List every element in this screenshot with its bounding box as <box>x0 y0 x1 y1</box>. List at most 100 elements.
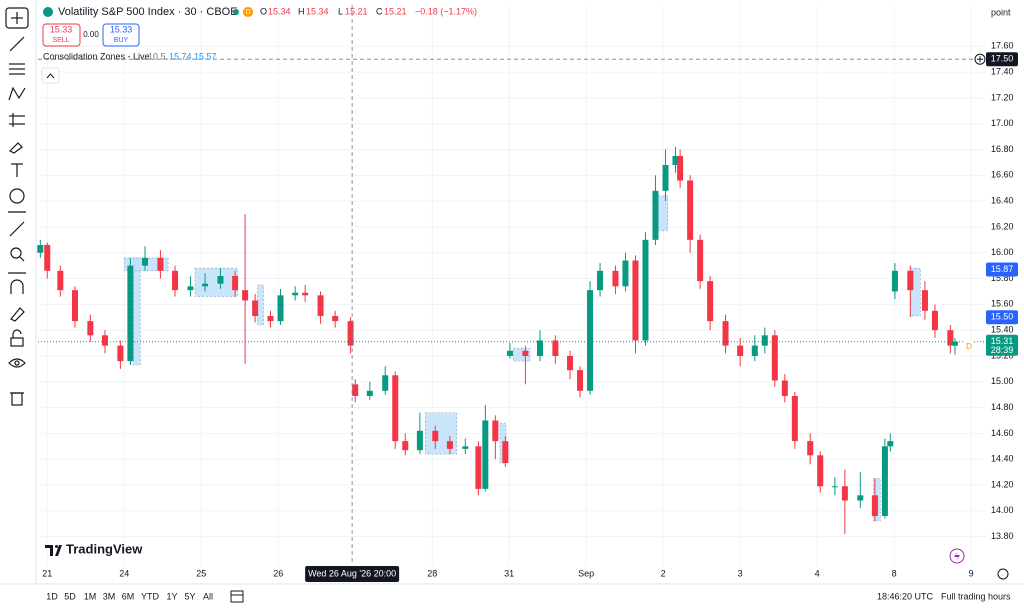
lock-tool[interactable] <box>10 329 24 347</box>
candle-body <box>522 350 529 356</box>
x-tick-label: 4 <box>815 568 820 578</box>
range-bar: 1D 5D 1M 3M 6M YTD 1Y 5Y All <box>46 591 213 601</box>
crosshair-price-tag <box>986 52 1018 67</box>
candle-body <box>697 239 704 282</box>
y-tick-label: 16.40 <box>991 196 1014 206</box>
price-change: −0.18 (−1.17%) <box>415 6 477 16</box>
candle-body <box>302 292 309 296</box>
y-tick-label: 17.40 <box>991 66 1014 76</box>
spread: 0.00 <box>83 30 99 39</box>
sell-button[interactable]: 15.33 SELL <box>42 23 81 47</box>
range-button[interactable]: 6M <box>122 591 135 601</box>
y-tick-label: 14.60 <box>991 428 1014 438</box>
price-tag <box>986 262 1018 277</box>
y-tick-label: 15.60 <box>991 299 1014 309</box>
candle-body <box>672 155 679 165</box>
candle-body <box>382 375 389 391</box>
brush-tool[interactable] <box>8 142 23 154</box>
logo[interactable]: TradingView <box>45 541 143 556</box>
buy-button[interactable]: 15.33 BUY <box>102 23 140 47</box>
candle-body <box>677 155 684 181</box>
range-button[interactable]: 5Y <box>184 591 195 601</box>
forecast-tool[interactable] <box>9 113 25 127</box>
price-tag-label: 15.87 <box>991 264 1014 274</box>
fib-tool[interactable] <box>9 63 25 75</box>
y-tick-label: 16.20 <box>991 221 1014 231</box>
candle-body <box>217 275 224 284</box>
clock[interactable]: 18:46:20 UTC <box>877 591 934 601</box>
y-tick-label: 15.40 <box>991 325 1014 335</box>
magnet-tool[interactable] <box>10 279 24 294</box>
pattern-tool[interactable] <box>8 86 26 101</box>
ohlc-value: 15.34 <box>306 6 329 16</box>
scale-mode[interactable]: point <box>991 7 1011 17</box>
y-tick-label: 17.00 <box>991 118 1014 128</box>
candle-body <box>232 275 239 291</box>
collapse-legend[interactable] <box>41 67 60 84</box>
candle-body <box>101 335 108 346</box>
text-tool[interactable] <box>11 163 23 177</box>
y-tick-label: 14.20 <box>991 479 1014 489</box>
alert-glyph <box>954 551 960 561</box>
candle-body <box>267 315 274 322</box>
trendline-tool[interactable] <box>9 36 25 52</box>
ohlc-value: 15.21 <box>384 6 407 16</box>
range-button[interactable]: 3M <box>103 591 116 601</box>
candle-body <box>117 345 124 362</box>
price-tag <box>986 310 1018 325</box>
range-button[interactable]: YTD <box>141 591 160 601</box>
zoom-tool[interactable] <box>10 247 25 262</box>
ohlc-value: 15.21 <box>345 6 368 16</box>
candle-body <box>187 286 194 291</box>
candle-body <box>737 345 744 356</box>
date-range-button[interactable] <box>230 590 244 603</box>
candle-body <box>252 300 259 316</box>
y-tick-label: 15.80 <box>991 273 1014 283</box>
icon-tool[interactable] <box>9 188 25 204</box>
candle-body <box>552 340 559 356</box>
range-button[interactable]: 1M <box>84 591 97 601</box>
hide-tool[interactable] <box>8 358 26 368</box>
range-button[interactable]: 5D <box>64 591 76 601</box>
candle-body <box>402 441 409 451</box>
range-button[interactable]: 1D <box>46 591 58 601</box>
candle-body <box>392 375 399 442</box>
delete-tool[interactable] <box>10 392 24 406</box>
range-button[interactable]: 1Y <box>166 591 177 601</box>
indicator-params: 10 5 <box>148 51 166 61</box>
x-tick-label: 28 <box>427 568 437 578</box>
market-status <box>43 7 53 17</box>
candle-body <box>482 420 489 489</box>
stay-drawing-tool[interactable] <box>10 307 25 322</box>
candle-body <box>446 441 453 449</box>
candle-body <box>44 245 51 271</box>
settings-icon[interactable] <box>997 568 1009 580</box>
measure-tool[interactable] <box>9 221 25 237</box>
x-tick-label: 2 <box>661 568 666 578</box>
session-mode[interactable]: Full trading hours <box>941 591 1011 601</box>
session-badge-label: D <box>966 342 972 351</box>
consolidation-zone <box>257 284 264 326</box>
buy-price: 15.33 <box>110 24 133 34</box>
candle-body <box>502 441 509 464</box>
candle-body <box>857 495 864 501</box>
delay-badge <box>243 7 253 17</box>
crosshair-tool[interactable] <box>5 7 29 29</box>
range-button[interactable]: All <box>203 591 213 601</box>
sell-label: SELL <box>52 37 69 44</box>
candle-body <box>506 350 513 356</box>
candle-body <box>662 165 669 191</box>
y-tick-label: 17.60 <box>991 41 1014 51</box>
x-tick-label: 8 <box>892 568 897 578</box>
session-dot <box>233 9 239 15</box>
symbol-title[interactable]: Volatility S&P 500 Index · 30 · CBOE <box>58 6 238 18</box>
candle-body <box>432 430 439 442</box>
y-tick-label: 16.80 <box>991 144 1014 154</box>
y-tick-label: 17.20 <box>991 92 1014 102</box>
indicator-name[interactable]: Consolidation Zones - Live <box>43 51 150 61</box>
candle-body <box>791 395 798 442</box>
candle-body <box>202 283 209 287</box>
ohlc-value: 15.34 <box>268 6 291 16</box>
candle-body <box>352 384 359 396</box>
